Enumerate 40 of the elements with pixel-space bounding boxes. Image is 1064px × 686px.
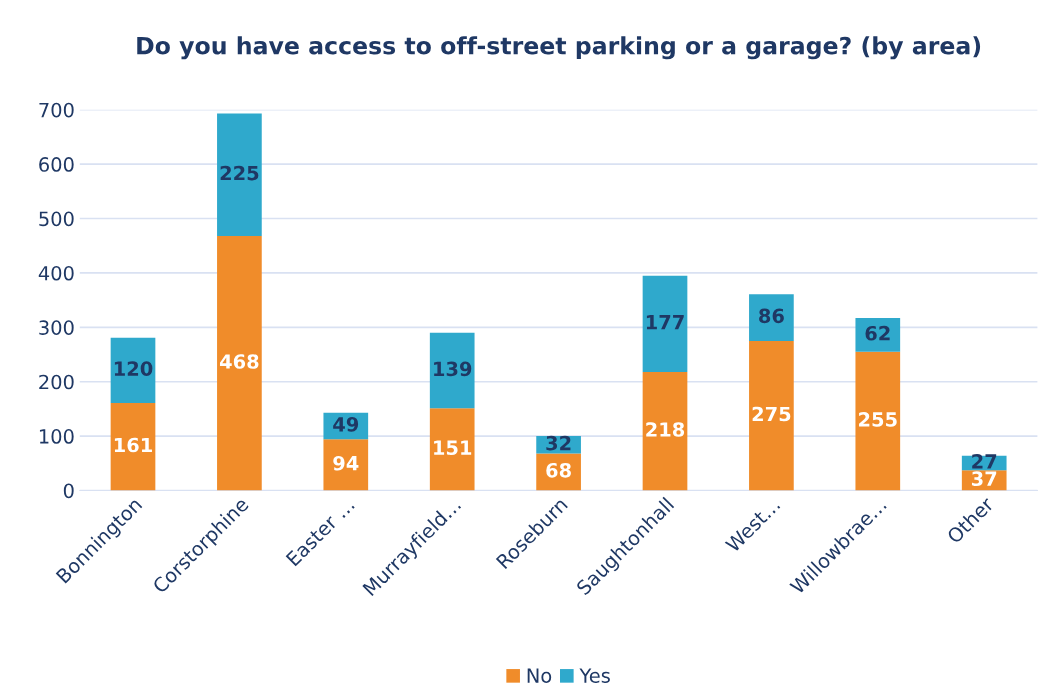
- y-tick-label: 200: [39, 374, 74, 390]
- bar: [429, 332, 475, 409]
- data-label: 225: [220, 165, 259, 181]
- y-tick-label: 600: [39, 157, 74, 172]
- bar: [110, 402, 156, 491]
- data-label: 27: [972, 453, 997, 469]
- data-label: 62: [865, 325, 890, 341]
- data-label: 32: [546, 435, 571, 451]
- bar: [749, 340, 794, 491]
- data-label: 177: [646, 314, 684, 330]
- data-label: 49: [333, 416, 359, 432]
- bar: [642, 371, 688, 491]
- legend-label: Yes: [579, 668, 610, 683]
- bar: [642, 275, 688, 372]
- y-tick-label: 0: [63, 483, 74, 499]
- data-label: 255: [859, 412, 897, 427]
- data-label: 151: [434, 440, 472, 456]
- y-tick-label: 100: [39, 429, 74, 444]
- y-tick-label: 500: [39, 211, 74, 227]
- bar: [855, 351, 901, 491]
- data-label: 468: [219, 354, 259, 369]
- bar: [749, 294, 794, 341]
- bar: [217, 235, 262, 491]
- data-label: 68: [546, 462, 571, 478]
- y-tick-label: 700: [39, 102, 74, 118]
- data-label: 120: [114, 361, 153, 376]
- bar: [217, 113, 262, 236]
- bar: [323, 439, 369, 491]
- legend-label: No: [527, 668, 552, 683]
- data-label: 275: [752, 406, 791, 422]
- data-label: 37: [971, 471, 997, 487]
- bar: [429, 408, 475, 491]
- data-label: 139: [434, 361, 472, 377]
- data-label: 94: [333, 455, 359, 471]
- y-tick-label: 300: [39, 320, 74, 335]
- data-label: 161: [114, 437, 152, 453]
- data-label: 218: [646, 422, 685, 437]
- chart-title: Do you have access to off-street parking or a garage? (by area): [137, 36, 981, 60]
- data-label: 86: [759, 308, 784, 324]
- y-tick-label: 400: [38, 265, 74, 281]
